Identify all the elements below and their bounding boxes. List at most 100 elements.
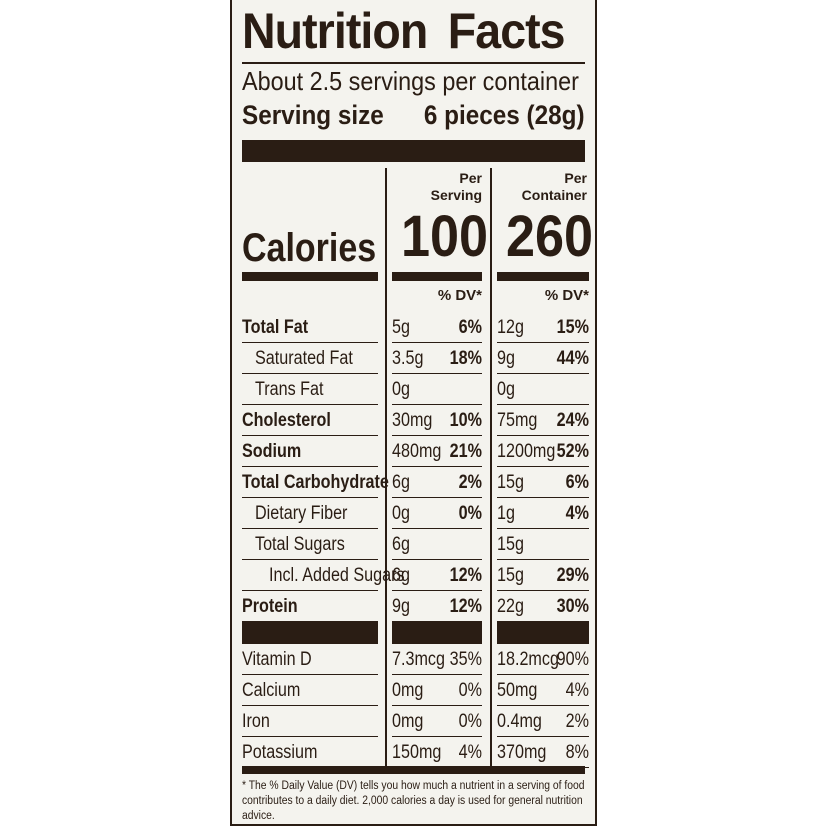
nutrient-serving-amount: 6g (392, 472, 410, 493)
vitamin-name: Potassium (242, 742, 318, 763)
nutrient-row: Dietary Fiber 0g 0% 1g 4% (242, 499, 589, 529)
nutrient-row-rule (242, 404, 378, 405)
serving-size-label: Serving size (242, 100, 384, 130)
column-divider-left (385, 168, 387, 768)
nutrient-serving-amount: 5g (392, 317, 410, 338)
vitamin-serving-dv: 0% (458, 680, 482, 701)
nutrient-container-amount: 15g (497, 565, 524, 586)
nutrient-row-rule (392, 404, 482, 405)
footnote-bar (242, 766, 585, 774)
nutrient-row: Total Sugars 6g 15g (242, 530, 589, 560)
serving-thick-bar (242, 140, 585, 162)
nutrient-name: Total Sugars (255, 534, 345, 555)
nutrient-row-rule (392, 528, 482, 529)
vitamin-row-rule (392, 674, 482, 675)
nutrient-container-dv: 24% (556, 410, 589, 431)
vitamin-bar-container (497, 622, 589, 644)
per-container-head-line1: Per (564, 170, 587, 186)
nutrient-name: Incl. Added Sugars (269, 565, 405, 586)
serving-size-value: 6 pieces (28g) (424, 100, 585, 130)
vitamin-row-rule (497, 705, 589, 706)
nutrient-row-rule (392, 559, 482, 560)
calories-bar-name (242, 272, 378, 281)
nutrient-row-rule (242, 621, 378, 622)
nutrient-container-amount: 1200mg (497, 441, 556, 462)
vitamin-row: Vitamin D 7.3mcg 35% 18.2mcg 90% (242, 645, 589, 675)
nutrient-row-rule (497, 373, 589, 374)
nutrient-container-dv: 44% (556, 348, 589, 369)
nutrient-name: Protein (242, 596, 298, 617)
vitamin-serving-amount: 7.3mcg (392, 649, 445, 670)
dv-header-container: % DV* (544, 287, 589, 304)
nutrient-row: Protein 9g 12% 22g 30% (242, 592, 589, 622)
vitamin-serving-amount: 0mg (392, 711, 424, 732)
per-serving-head-line2: Serving (430, 187, 482, 203)
calories-bar-serving (392, 272, 482, 281)
label-title: Nutrition Facts (242, 2, 566, 60)
title-word-nutrition: Nutrition (242, 3, 428, 59)
nutrient-serving-dv: 21% (449, 441, 482, 462)
servings-per-container: About 2.5 servings per container (242, 66, 579, 96)
vitamin-row: Iron 0mg 0% 0.4mg 2% (242, 707, 589, 737)
nutrient-serving-dv: 18% (449, 348, 482, 369)
nutrient-container-amount: 75mg (497, 410, 538, 431)
nutrient-row-rule (497, 528, 589, 529)
vitamin-container-dv: 4% (565, 680, 589, 701)
nutrient-serving-amount: 3.5g (392, 348, 424, 369)
nutrient-container-amount: 15g (497, 472, 524, 493)
nutrient-container-amount: 1g (497, 503, 515, 524)
nutrient-name: Sodium (242, 441, 302, 462)
nutrient-row-rule (242, 466, 378, 467)
calories-label: Calories (242, 226, 377, 270)
vitamin-name: Vitamin D (242, 649, 312, 670)
nutrient-row-rule (497, 497, 589, 498)
vitamin-row: Calcium 0mg 0% 50mg 4% (242, 676, 589, 706)
nutrition-facts-content: Nutrition Facts About 2.5 servings per co… (242, 0, 593, 824)
nutrient-row: Total Fat 5g 6% 12g 15% (242, 313, 589, 343)
nutrient-row-rule (497, 466, 589, 467)
daily-value-footnote: * The % Daily Value (DV) tells you how m… (242, 780, 585, 822)
vitamin-container-dv: 2% (565, 711, 589, 732)
nutrient-serving-amount: 6g (392, 565, 410, 586)
nutrient-row-rule (497, 590, 589, 591)
nutrient-container-amount: 15g (497, 534, 524, 555)
nutrient-serving-dv: 2% (458, 472, 482, 493)
nutrient-row-rule (392, 590, 482, 591)
vitamin-bar-serving (392, 622, 482, 644)
nutrient-serving-dv: 10% (449, 410, 482, 431)
vitamin-row: Potassium 150mg 4% 370mg 8% (242, 738, 589, 768)
vitamin-serving-dv: 4% (458, 742, 482, 763)
nutrient-container-dv: 52% (556, 441, 589, 462)
vitamin-row-rule (392, 736, 482, 737)
nutrient-name: Trans Fat (255, 379, 324, 400)
nutrient-serving-amount: 6g (392, 534, 410, 555)
vitamin-container-amount: 18.2mcg (497, 649, 559, 670)
per-serving-head-line1: Per (459, 170, 482, 186)
nutrient-row-rule (242, 497, 378, 498)
nutrient-serving-dv: 0% (458, 503, 482, 524)
nutrition-facts-panel: Nutrition Facts About 2.5 servings per co… (230, 0, 597, 826)
nutrient-row-rule (392, 621, 482, 622)
vitamin-container-amount: 370mg (497, 742, 547, 763)
vitamin-container-dv: 8% (565, 742, 589, 763)
nutrient-serving-dv: 6% (458, 317, 482, 338)
nutrient-row-rule (242, 590, 378, 591)
nutrient-serving-amount: 480mg (392, 441, 442, 462)
nutrient-serving-amount: 30mg (392, 410, 433, 431)
nutrient-serving-amount: 0g (392, 379, 410, 400)
nutrient-container-dv: 6% (565, 472, 589, 493)
nutrient-container-amount: 0g (497, 379, 515, 400)
vitamin-serving-amount: 150mg (392, 742, 442, 763)
per-container-header: Per Container (497, 170, 587, 204)
nutrient-row-rule (242, 559, 378, 560)
nutrient-name: Dietary Fiber (255, 503, 348, 524)
nutrient-row: Sodium 480mg 21% 1200mg 52% (242, 437, 589, 467)
dv-header-serving: % DV* (437, 287, 482, 304)
nutrient-row-rule (392, 342, 482, 343)
vitamin-row-rule (497, 674, 589, 675)
calories-bar-container (497, 272, 589, 281)
nutrient-row: Saturated Fat 3.5g 18% 9g 44% (242, 344, 589, 374)
nutrient-serving-amount: 9g (392, 596, 410, 617)
vitamin-name: Calcium (242, 680, 301, 701)
nutrient-serving-dv: 12% (449, 565, 482, 586)
